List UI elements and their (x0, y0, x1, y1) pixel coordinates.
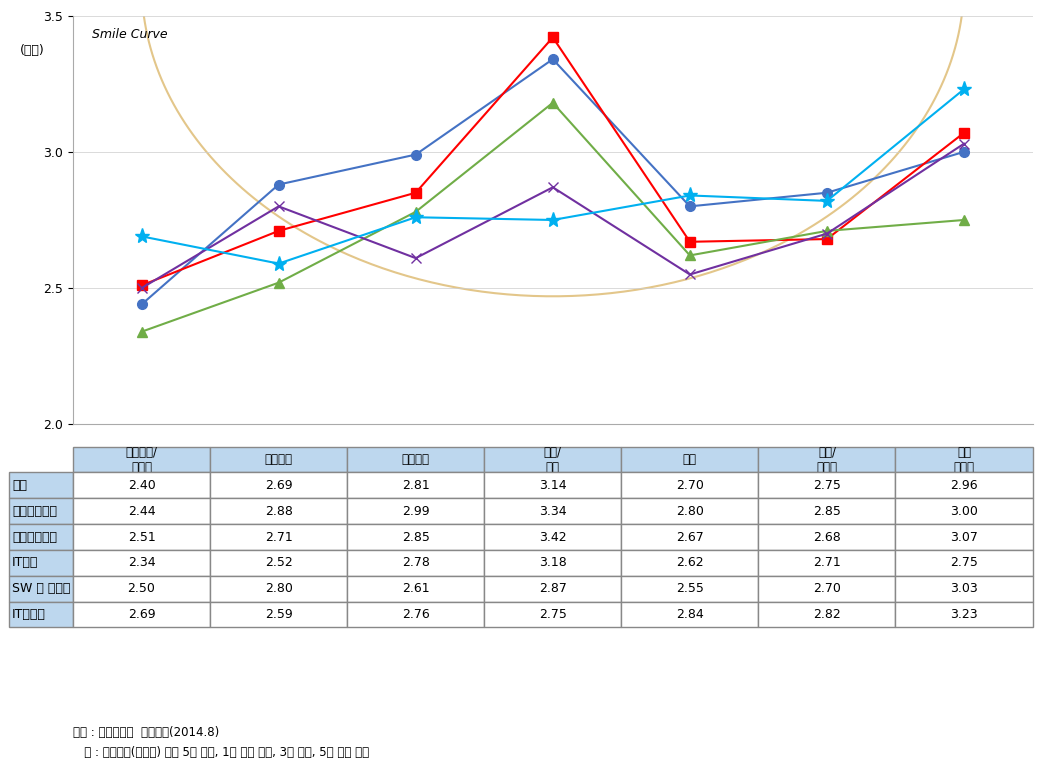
IT서비스 (272, 259, 285, 268)
SW 및 솔루션 (136, 284, 148, 293)
영상음향기기 (683, 237, 696, 246)
SW 및 솔루션 (821, 229, 833, 238)
Line: IT서비스: IT서비스 (134, 82, 972, 271)
정보통신기기 (957, 147, 970, 157)
SW 및 솔루션 (547, 182, 559, 192)
Text: 자료 : 산업연구원  설문조사(2014.8): 자료 : 산업연구원 설문조사(2014.8) (73, 726, 219, 739)
Text: 주 : 선도기업(선진국) 대비 5점 척도, 1은 매우 열위, 3은 대등, 5는 매우 우위: 주 : 선도기업(선진국) 대비 5점 척도, 1은 매우 열위, 3은 대등,… (73, 746, 369, 760)
IT부품 (683, 251, 696, 260)
IT부품 (410, 207, 422, 217)
IT부품 (136, 327, 148, 337)
정보통신기기 (410, 150, 422, 159)
영상음향기기 (410, 188, 422, 197)
IT서비스 (957, 84, 970, 93)
IT부품 (821, 226, 833, 235)
영상음향기기 (957, 128, 970, 137)
Line: 영상음향기기: 영상음향기기 (137, 33, 969, 291)
Text: Smile Curve: Smile Curve (92, 28, 168, 41)
영상음향기기 (136, 280, 148, 290)
IT서비스 (410, 213, 422, 222)
정보통신기기 (821, 188, 833, 197)
IT서비스 (683, 191, 696, 200)
SW 및 솔루션 (957, 139, 970, 148)
SW 및 솔루션 (272, 202, 285, 211)
영상음향기기 (821, 234, 833, 244)
Text: (대등): (대등) (20, 44, 45, 57)
정보통신기기 (547, 55, 559, 64)
영상음향기기 (272, 226, 285, 235)
정보통신기기 (683, 202, 696, 211)
SW 및 솔루션 (410, 253, 422, 263)
SW 및 솔루션 (683, 270, 696, 279)
Line: IT부품: IT부품 (137, 98, 969, 337)
IT부품 (272, 278, 285, 287)
정보통신기기 (272, 180, 285, 189)
IT부품 (957, 215, 970, 224)
Line: 정보통신기기: 정보통신기기 (137, 55, 969, 309)
IT서비스 (821, 196, 833, 206)
정보통신기기 (136, 300, 148, 309)
Line: SW 및 솔루션: SW 및 솔루션 (137, 139, 969, 293)
IT부품 (547, 98, 559, 108)
IT서비스 (136, 231, 148, 241)
영상음향기기 (547, 33, 559, 42)
IT서비스 (547, 215, 559, 224)
